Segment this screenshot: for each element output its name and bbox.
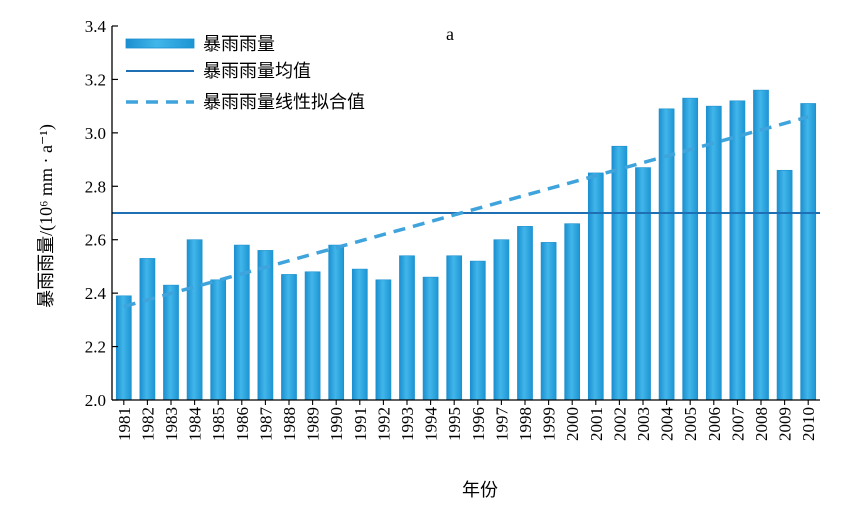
x-tick-label: 2003: [634, 407, 653, 441]
bar-1982: [139, 258, 156, 401]
bar-2003: [635, 167, 651, 401]
trend-line: [123, 115, 809, 309]
bar-2007: [729, 100, 746, 401]
y-tick-label: 2.0: [85, 391, 106, 410]
bar-1983: [163, 284, 179, 401]
bar-1987: [257, 250, 274, 401]
x-tick-label: 1997: [492, 407, 511, 442]
bar-2008: [753, 89, 769, 401]
x-tick-label: 1986: [233, 407, 252, 441]
bar-1995: [446, 255, 463, 401]
bar-1999: [540, 242, 557, 401]
y-tick-label: 2.8: [85, 177, 106, 196]
bar-1994: [422, 276, 439, 401]
x-tick-label: 1992: [374, 407, 393, 441]
y-tick-label: 3.2: [85, 70, 106, 89]
bar-2001: [587, 172, 604, 401]
x-tick-label: 1984: [186, 407, 205, 442]
legend-label-trend: 暴雨雨量线性拟合值: [203, 92, 365, 112]
bar-1996: [469, 260, 486, 401]
x-tick-label: 1987: [256, 407, 275, 442]
bar-2010: [800, 103, 817, 401]
bar-1981: [115, 295, 132, 401]
bar-2009: [776, 169, 793, 401]
bar-1991: [351, 268, 368, 401]
x-tick-label: 2006: [705, 407, 724, 441]
x-tick-label: 1996: [469, 407, 488, 441]
x-tick-label: 2002: [610, 407, 629, 441]
x-tick-label: 1983: [162, 407, 181, 441]
bar-1998: [517, 226, 533, 401]
x-tick-label: 1985: [209, 407, 228, 441]
y-ticks-group: 2.0 2.2 2.4 2.6 2.8 3.0 3.2 3.4: [85, 17, 118, 410]
bar-1992: [375, 279, 392, 401]
x-tick-label: 1993: [398, 407, 417, 441]
x-axis-title: 年份: [462, 480, 498, 500]
legend: 暴雨雨量 暴雨雨量均值 暴雨雨量线性拟合值: [125, 34, 365, 112]
bar-2004: [658, 108, 675, 401]
x-tick-label: 1994: [422, 407, 441, 442]
bar-1986: [233, 244, 250, 401]
bar-2000: [564, 223, 581, 401]
bar-2006: [705, 105, 722, 401]
bar-2005: [682, 97, 699, 401]
bar-1988: [281, 274, 297, 401]
bars-group: [115, 89, 817, 401]
x-tick-label: 2000: [563, 407, 582, 441]
x-tick-label: 1982: [138, 407, 157, 441]
x-tick-label: 1991: [351, 407, 370, 441]
bar-1985: [210, 279, 227, 401]
x-tick-label: 2008: [752, 407, 771, 441]
x-tick-label: 2009: [776, 407, 795, 441]
bar-1990: [328, 244, 345, 401]
legend-label-bar: 暴雨雨量: [203, 34, 275, 54]
panel-label: a: [446, 24, 454, 44]
x-tick-label: 2005: [681, 407, 700, 441]
y-tick-label: 2.2: [85, 338, 106, 357]
x-tick-label: 1981: [115, 407, 134, 441]
bar-1993: [399, 255, 415, 401]
x-tick-label: 2010: [799, 407, 818, 441]
bar-1989: [304, 271, 321, 401]
x-ticks-group: 1981 1982 1983 1984 1985 1986 1987 1988 1989 1990…: [115, 400, 818, 441]
y-tick-label: 3.0: [85, 124, 106, 143]
x-tick-label: 2004: [658, 407, 677, 442]
legend-label-mean: 暴雨雨量均值: [203, 61, 311, 81]
legend-swatch-bar: [125, 38, 195, 49]
bar-2002: [611, 145, 628, 401]
x-tick-label: 1989: [304, 407, 323, 441]
y-tick-label: 3.4: [85, 17, 107, 36]
x-tick-label: 1988: [280, 407, 299, 441]
x-tick-label: 2001: [587, 407, 606, 441]
y-axis-title: 暴雨雨量/(10⁶ mm · a⁻¹): [36, 124, 57, 308]
y-tick-label: 2.6: [85, 231, 106, 250]
y-tick-label: 2.4: [85, 284, 107, 303]
x-tick-label: 1999: [540, 407, 559, 441]
x-tick-label: 1995: [445, 407, 464, 441]
x-tick-label: 1990: [327, 407, 346, 441]
bar-1984: [186, 239, 203, 401]
x-tick-label: 1998: [516, 407, 535, 441]
bar-1997: [493, 239, 510, 401]
x-tick-label: 2007: [728, 407, 747, 442]
